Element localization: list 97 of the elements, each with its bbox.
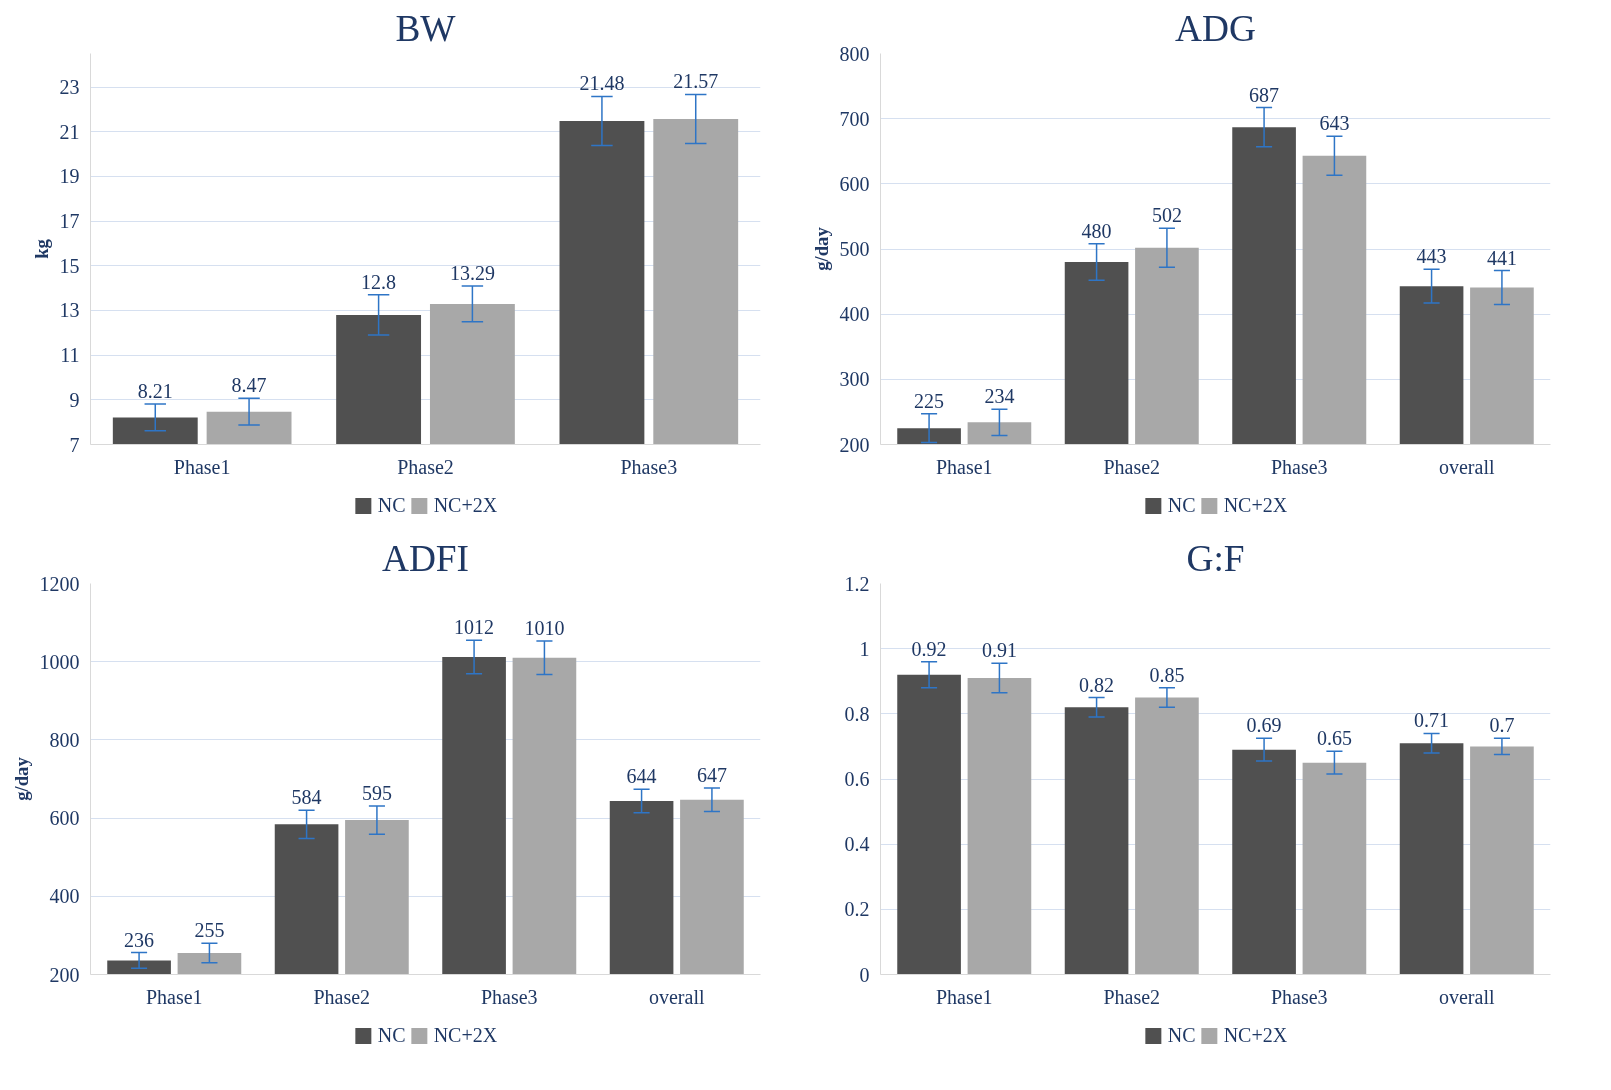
- x-tick-label: overall: [648, 985, 705, 1008]
- bar: [1302, 762, 1367, 975]
- x-tick-label: Phase3: [620, 455, 678, 478]
- y-tick-label: 7: [69, 433, 80, 456]
- data-label: 480: [1081, 219, 1112, 242]
- y-tick-label: 200: [49, 963, 80, 986]
- y-tick-label: 0.4: [844, 833, 870, 856]
- chart-title: ADFI: [381, 537, 470, 579]
- data-label: 0.91: [981, 639, 1017, 662]
- x-tick-label: Phase2: [397, 455, 454, 478]
- y-tick-label: 0.8: [844, 702, 870, 725]
- y-tick-label: 19: [59, 165, 80, 188]
- y-tick-label: 400: [839, 303, 870, 326]
- data-label: 21.48: [579, 72, 625, 95]
- y-tick-label: 13: [59, 299, 80, 322]
- legend-label: NC+2X: [1223, 1023, 1288, 1047]
- y-tick-label: 1.2: [844, 572, 870, 595]
- y-tick-label: 400: [49, 885, 80, 908]
- x-tick-label: Phase1: [145, 985, 203, 1008]
- data-label: 644: [626, 765, 657, 788]
- data-label: 441: [1486, 246, 1517, 269]
- y-tick-label: 11: [60, 344, 80, 367]
- y-tick-label: 500: [839, 238, 870, 260]
- x-tick-label: Phase3: [1270, 455, 1328, 478]
- y-tick-label: 0.6: [844, 768, 870, 790]
- y-tick-label: 9: [69, 388, 80, 411]
- y-tick-label: 200: [839, 433, 870, 456]
- legend-label: NC+2X: [1223, 493, 1288, 517]
- y-tick-label: 0: [859, 963, 870, 986]
- data-label: 687: [1249, 83, 1280, 106]
- data-label: 0.82: [1079, 673, 1115, 696]
- legend-label: NC: [1167, 493, 1196, 517]
- data-label: 234: [984, 385, 1015, 408]
- x-tick-label: Phase1: [173, 455, 231, 478]
- data-label: 502: [1151, 204, 1182, 227]
- x-tick-label: Phase2: [1103, 985, 1161, 1008]
- data-label: 13.29: [449, 262, 495, 285]
- y-tick-label: 600: [839, 172, 870, 195]
- y-tick-label: 23: [59, 76, 80, 99]
- x-tick-label: Phase3: [480, 985, 538, 1008]
- bar: [1470, 746, 1534, 975]
- legend-label: NC: [377, 1023, 406, 1047]
- x-tick-label: Phase1: [935, 985, 993, 1008]
- y-tick-label: 0.2: [844, 898, 870, 921]
- data-label: 1012: [454, 616, 495, 639]
- y-tick-label: 1200: [39, 572, 80, 595]
- data-label: 0.69: [1246, 714, 1282, 737]
- data-label: 595: [361, 781, 392, 804]
- data-label: 12.8: [361, 270, 397, 293]
- y-tick-label: 21: [59, 120, 80, 143]
- bar: [1064, 707, 1129, 975]
- data-label: 0.71: [1414, 709, 1450, 732]
- legend-label: NC+2X: [433, 1023, 498, 1047]
- chart-title: ADG: [1175, 7, 1256, 49]
- x-tick-label: Phase2: [313, 985, 371, 1008]
- y-axis-title: g/day: [10, 756, 32, 801]
- data-label: 643: [1319, 112, 1350, 135]
- bar: [1399, 743, 1464, 975]
- data-label: 236: [124, 928, 155, 951]
- x-tick-label: Phase1: [935, 455, 993, 478]
- bar: [897, 674, 961, 975]
- legend-label: NC: [377, 493, 406, 517]
- y-axis-title: g/day: [810, 226, 832, 271]
- y-axis-title: kg: [30, 238, 52, 259]
- y-tick-label: 800: [49, 728, 80, 751]
- y-tick-label: 600: [49, 807, 80, 830]
- chart-title: BW: [395, 7, 457, 49]
- y-tick-label: 700: [839, 107, 870, 130]
- chart-title: G:F: [1186, 537, 1245, 579]
- data-label: 443: [1416, 245, 1447, 268]
- data-label: 255: [194, 919, 225, 942]
- data-label: 225: [914, 389, 945, 412]
- y-tick-label: 1: [859, 637, 870, 660]
- bar: [967, 677, 1032, 975]
- legend-label: NC: [1167, 1023, 1196, 1047]
- y-tick-label: 17: [59, 210, 80, 233]
- y-tick-label: 300: [839, 368, 870, 391]
- y-tick-label: 1000: [39, 650, 80, 673]
- y-tick-label: 800: [839, 42, 870, 65]
- bar: [1135, 697, 1199, 975]
- data-label: 0.85: [1149, 663, 1185, 686]
- data-label: 584: [291, 786, 322, 809]
- x-tick-label: overall: [1438, 985, 1495, 1008]
- data-label: 647: [696, 763, 727, 786]
- x-tick-label: Phase2: [1103, 455, 1161, 478]
- x-tick-label: overall: [1438, 455, 1495, 478]
- data-label: 0.65: [1316, 727, 1352, 750]
- data-label: 8.47: [231, 374, 267, 397]
- bar: [1232, 749, 1296, 975]
- data-label: 8.21: [137, 380, 173, 403]
- data-label: 21.57: [673, 70, 719, 93]
- x-tick-label: Phase3: [1270, 985, 1328, 1008]
- y-tick-label: 15: [59, 254, 80, 277]
- data-label: 0.7: [1489, 714, 1515, 737]
- data-label: 0.92: [911, 637, 947, 660]
- legend-label: NC+2X: [433, 493, 498, 517]
- data-label: 1010: [524, 616, 565, 639]
